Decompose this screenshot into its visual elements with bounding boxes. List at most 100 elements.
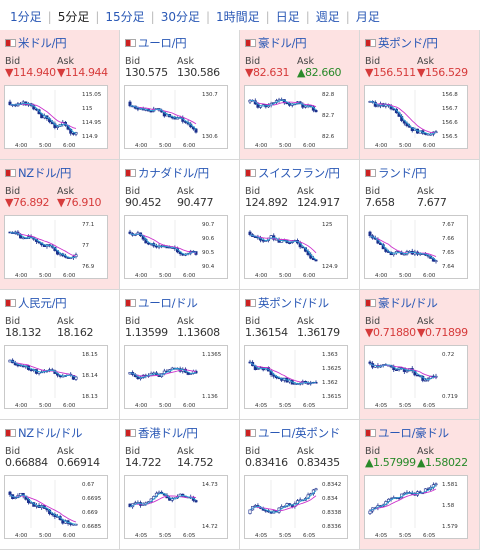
pair-title-link[interactable]: ユーロ/円	[125, 36, 235, 50]
ask-label: Ask	[297, 446, 314, 457]
candle	[136, 107, 140, 110]
pair-title-link[interactable]: ランド/円	[365, 166, 475, 180]
mini-chart[interactable]: 156.8 156.7 156.6 156.5 4:00 5:00 6:00	[364, 85, 468, 149]
candle	[314, 488, 318, 491]
y-tick-label: 0.72	[442, 352, 454, 358]
currency-card[interactable]: ユーロ/英ポンド Bid Ask 0.83416 0.83435 0.8342 0.834 0…	[240, 420, 360, 550]
bid-ask-values: 14.722 14.752	[125, 456, 235, 469]
ask-label: Ask	[177, 56, 194, 67]
mini-chart[interactable]: 7.67 7.66 7.65 7.64 4:00 5:00 6:00	[364, 215, 468, 279]
mini-chart[interactable]: 0.67 0.6695 0.669 0.6685 4:00 5:00 6:00	[4, 475, 108, 539]
mini-chart[interactable]: 1.363 1.3625 1.362 1.3615 4:05 5:05 6:05	[244, 345, 348, 409]
mini-chart[interactable]: 125 124.9 4:00 5:00 6:00	[244, 215, 348, 279]
ask-value: ▼114.944	[57, 66, 108, 79]
candle	[405, 370, 409, 373]
pair-title-link[interactable]: ユーロ/英ポンド	[245, 426, 355, 440]
pair-title-link[interactable]: スイスフラン/円	[245, 166, 355, 180]
ask-label: Ask	[417, 186, 434, 197]
mini-chart[interactable]: 90.7 90.6 90.5 90.4 4:00 5:00 6:00	[124, 215, 228, 279]
bid-label: Bid	[125, 56, 141, 67]
pair-title-link[interactable]: 英ポンド/ドル	[245, 296, 355, 310]
tab-3[interactable]: 30分足	[160, 9, 200, 24]
currency-card[interactable]: ユーロ/ドル Bid Ask 1.13599 1.13608 1.1365 1.136 4:0…	[120, 290, 240, 420]
currency-card[interactable]: 英ポンド/円 Bid Ask ▼156.511 ▼156.529 156.8 156.7 15…	[360, 30, 480, 160]
tab-6[interactable]: 週足	[315, 9, 340, 24]
currency-card[interactable]: 豪ドル/円 Bid Ask ▼82.631 ▲82.660 82.8 82.7 82.6 4:0…	[240, 30, 360, 160]
moving-average-line	[249, 99, 317, 111]
ask-value: 90.477	[177, 196, 214, 209]
pair-title-link[interactable]: カナダドル/円	[125, 166, 235, 180]
pair-title-link[interactable]: NZドル/円	[5, 166, 115, 180]
currency-card[interactable]: 英ポンド/ドル Bid Ask 1.36154 1.36179 1.363 1.3625 1.…	[240, 290, 360, 420]
pair-name: 豪ドル/円	[258, 36, 307, 50]
y-tick-label: 1.579	[442, 524, 458, 530]
ask-label: Ask	[57, 186, 74, 197]
pair-title-link[interactable]: 英ポンド/円	[365, 36, 475, 50]
mini-chart[interactable]: 1.1365 1.136 4:00 5:00 6:00	[124, 345, 228, 409]
pair-title-link[interactable]: ユーロ/豪ドル	[365, 426, 475, 440]
tab-2[interactable]: 15分足	[105, 9, 145, 24]
tab-separator: |	[150, 9, 155, 24]
x-tick-label: 6:00	[63, 273, 76, 279]
pair-name: スイスフラン/円	[258, 166, 340, 180]
pair-title-link[interactable]: ユーロ/ドル	[125, 296, 235, 310]
currency-card[interactable]: 人民元/円 Bid Ask 18.132 18.162 18.15 18.14 18.13 4:…	[0, 290, 120, 420]
mini-chart[interactable]: 1.581 1.58 1.579 4:05 5:05 6:05	[364, 475, 468, 539]
y-tick-label: 1.363	[322, 352, 338, 358]
candle	[149, 110, 153, 113]
pair-title-link[interactable]: 香港ドル/円	[125, 426, 235, 440]
pair-title-link[interactable]: 人民元/円	[5, 296, 115, 310]
mini-chart[interactable]: 18.15 18.14 18.13 4:00 5:00 6:00	[4, 345, 108, 409]
tab-4[interactable]: 1時間足	[216, 9, 260, 24]
currency-card[interactable]: NZドル/円 Bid Ask ▼76.892 ▼76.910 77.1 77 76.9 4:00…	[0, 160, 120, 290]
y-tick-label: 156.8	[442, 92, 458, 98]
currency-card[interactable]: 香港ドル/円 Bid Ask 14.722 14.752 14.73 14.72 4:05 5:…	[120, 420, 240, 550]
x-tick-label: 6:00	[423, 273, 436, 279]
bid-ask-values: 1.13599 1.13608	[125, 326, 235, 339]
tab-0[interactable]: 1分足	[10, 9, 42, 24]
currency-card[interactable]: 米ドル/円 Bid Ask ▼114.940 ▼114.944 115.05 115 114.…	[0, 30, 120, 160]
tab-7[interactable]: 月足	[355, 9, 380, 24]
pair-title-link[interactable]: NZドル/ドル	[5, 426, 115, 440]
y-tick-label: 156.6	[442, 120, 458, 126]
x-tick-label: 5:05	[279, 403, 292, 409]
mini-chart[interactable]: 14.73 14.72 4:05 5:05 6:05	[124, 475, 228, 539]
bid-label: Bid	[5, 186, 21, 197]
mini-chart[interactable]: 0.8342 0.834 0.8338 0.8336 4:05 5:05 6:05	[244, 475, 348, 539]
y-tick-label: 115	[82, 106, 93, 112]
moving-average-line	[129, 495, 197, 508]
mini-chart[interactable]: 0.72 0.719 4:05 5:05 6:05	[364, 345, 468, 409]
currency-card[interactable]: カナダドル/円 Bid Ask 90.452 90.477 90.7 90.6 90.5 90.…	[120, 160, 240, 290]
y-tick-label: 77	[82, 243, 89, 249]
candle	[402, 253, 406, 256]
x-tick-label: 4:00	[135, 403, 148, 409]
pair-title-link[interactable]: 豪ドル/円	[245, 36, 355, 50]
mini-chart[interactable]: 115.05 115 114.95 114.9 4:00 5:00 6:00	[4, 85, 108, 149]
pair-title-link[interactable]: 豪ドル/ドル	[365, 296, 475, 310]
bid-ask-labels: Bid Ask	[125, 316, 235, 327]
currency-card[interactable]: ユーロ/円 Bid Ask 130.575 130.586 130.7 130.6 4:00 5…	[120, 30, 240, 160]
currency-card[interactable]: スイスフラン/円 Bid Ask 124.892 124.917 125 124.9 4:00…	[240, 160, 360, 290]
currency-card[interactable]: NZドル/ドル Bid Ask 0.66884 0.66914 0.67 0.6695 0.6…	[0, 420, 120, 550]
flag-icon	[245, 299, 256, 307]
bid-label: Bid	[125, 316, 141, 327]
candle	[56, 126, 60, 128]
bid-ask-values: ▼0.71880 ▼0.71899	[365, 326, 475, 339]
pair-title-link[interactable]: 米ドル/円	[5, 36, 115, 50]
mini-chart[interactable]: 130.7 130.6 4:00 5:00 6:00	[124, 85, 228, 149]
ask-label: Ask	[57, 446, 74, 457]
x-tick-label: 5:00	[279, 273, 292, 279]
y-tick-label: 1.581	[442, 482, 458, 488]
mini-chart[interactable]: 82.8 82.7 82.6 4:00 5:00 6:00	[244, 85, 348, 149]
x-tick-label: 4:05	[255, 533, 268, 539]
currency-card[interactable]: ユーロ/豪ドル Bid Ask ▲1.57999 ▲1.58022 1.581 1.58 1.…	[360, 420, 480, 550]
tab-1[interactable]: 5分足	[57, 9, 90, 24]
currency-card[interactable]: 豪ドル/ドル Bid Ask ▼0.71880 ▼0.71899 0.72 0.719 4:0…	[360, 290, 480, 420]
x-tick-label: 4:05	[135, 533, 148, 539]
y-tick-label: 1.362	[322, 380, 338, 386]
currency-card[interactable]: ランド/円 Bid Ask 7.658 7.677 7.67 7.66 7.65 7.64 4:0…	[360, 160, 480, 290]
y-tick-label: 90.7	[202, 222, 215, 228]
mini-chart[interactable]: 77.1 77 76.9 4:00 5:00 6:00	[4, 215, 108, 279]
candle	[13, 497, 17, 500]
tab-5[interactable]: 日足	[275, 9, 300, 24]
